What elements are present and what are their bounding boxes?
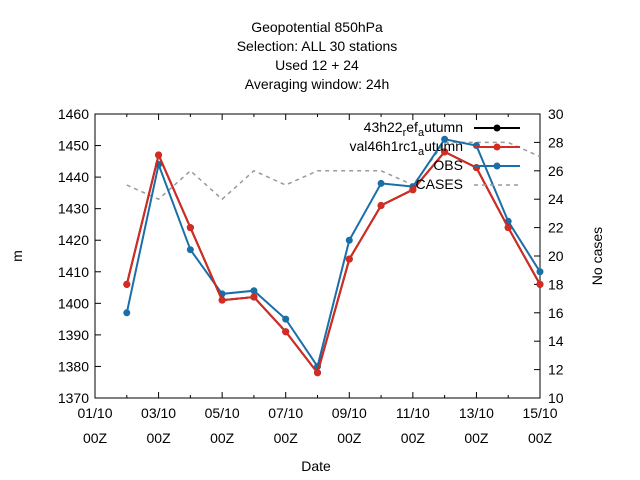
title-line-2: Selection: ALL 30 stations [237,38,398,54]
y-tick-label: 1440 [58,169,89,185]
series-2-point [409,186,417,194]
y2-axis-ticks: 10 12 14 16 18 20 22 24 26 28 30 [534,106,564,406]
series-2 [123,148,544,377]
y2-tick-label: 30 [548,106,564,122]
y2-tick-label: 22 [548,220,564,236]
series-3-point [250,287,258,295]
y-tick-label: 1460 [58,106,89,122]
x-tick-label-hour: 00Z [464,430,489,446]
legend-label-series-4: CASES [416,176,463,192]
plot-frame [94,113,541,399]
x-tick-label-hour: 00Z [147,430,172,446]
x-tick-label-date: 11/10 [396,405,430,421]
series-layer [123,135,544,377]
title-line-1: Geopotential 850hPa [251,19,383,35]
series-3-line [125,138,541,369]
x-tick-label-hour: 00Z [528,430,553,446]
x-tick-label-date: 05/10 [205,405,240,421]
series-3-point [186,246,194,254]
series-3-point [536,268,544,276]
series-2-point [123,280,131,288]
y2-tick-label: 12 [548,362,564,378]
x-tick-label-hour: 00Z [83,430,108,446]
y-tick-label: 1390 [58,327,89,343]
legend: 43h22refautumn val46h1rc1autumn OBS CASE… [349,119,520,192]
legend-swatch-point-3 [493,162,501,170]
legend-series-2-main: val46h1rc1 [349,138,418,154]
series-2-point [155,151,163,159]
legend-series-1-rest: ef [406,119,418,135]
y2-tick-label: 10 [548,390,564,406]
y-tick-label: 1380 [58,358,89,374]
series-3-point [282,315,290,323]
legend-label-series-3: OBS [433,157,463,173]
series-2-point [186,224,194,232]
legend-series-2-sub: a [418,146,425,158]
legend-series-1-sub: r [403,127,407,139]
series-2-point [345,255,353,263]
legend-swatches [474,124,520,186]
x-tick-label-date: 15/10 [522,405,557,421]
series-3-point [472,142,480,150]
series-2-point [218,296,226,304]
series-3-point [123,309,131,317]
y2-tick-label: 14 [548,333,564,349]
series-1-line [125,150,541,375]
legend-swatch-point-1 [493,124,501,132]
x-tick-label-date: 01/10 [77,405,112,421]
title-line-3: Used 12 + 24 [275,57,359,73]
series-2-point [441,148,449,156]
legend-label-series-1: 43h22refautumn [364,119,463,139]
y-tick-label: 1450 [58,138,89,154]
x-axis-ticks: 01/10 00Z 03/10 00Z 05/10 00Z 07/10 00Z 09/10 00Z… [77,114,558,446]
legend-label-series-2: val46h1rc1autumn [349,138,463,158]
y-tick-label: 1400 [58,295,89,311]
chart-title: Geopotential 850hPa Selection: ALL 30 st… [237,19,398,92]
x-tick-label-hour: 00Z [401,430,426,446]
y-tick-label: 1430 [58,201,89,217]
y-axis-label: m [9,250,25,262]
x-tick-label-date: 09/10 [332,405,367,421]
y2-tick-label: 16 [548,305,564,321]
series-3-point [377,179,385,187]
series-3-point [345,236,353,244]
legend-swatch-point-2 [493,143,501,151]
x-axis-label: Date [301,458,331,474]
y-tick-label: 1420 [58,232,89,248]
y2-tick-label: 28 [548,134,564,150]
x-tick-label-date: 03/10 [141,405,176,421]
x-tick-label-date: 07/10 [268,405,303,421]
x-tick-label-date: 13/10 [459,405,494,421]
series-4 [126,141,541,201]
series-2-point [536,280,544,288]
series-3 [123,135,544,370]
y2-tick-label: 20 [548,248,564,264]
legend-series-1-tail: utumn [424,119,463,135]
series-2-point [250,293,258,301]
series-4-line [126,141,541,201]
legend-series-1-sub2: a [418,127,425,139]
x-tick-label-hour: 00Z [210,430,235,446]
series-2-line [125,150,541,375]
y2-tick-label: 24 [548,191,564,207]
series-3-point [441,135,449,143]
series-2-point [377,202,385,210]
y-tick-label: 1370 [58,390,89,406]
series-2-point [314,369,321,377]
title-line-4: Averaging window: 24h [245,76,390,92]
x-tick-label-hour: 00Z [337,430,362,446]
y2-tick-label: 18 [548,276,564,292]
series-2-point [282,328,290,336]
x-tick-label-hour: 00Z [274,430,299,446]
legend-series-2-tail: utumn [424,138,463,154]
y2-axis-label: No cases [589,227,605,285]
y-axis-ticks: 1370 1380 1390 1400 1410 1420 1430 1440 1450 1460 [58,106,101,406]
y2-tick-label: 26 [548,163,564,179]
series-1 [123,148,544,377]
series-2-point [504,224,512,232]
y-tick-label: 1410 [58,264,89,280]
legend-series-1-main: 43h22 [364,119,403,135]
